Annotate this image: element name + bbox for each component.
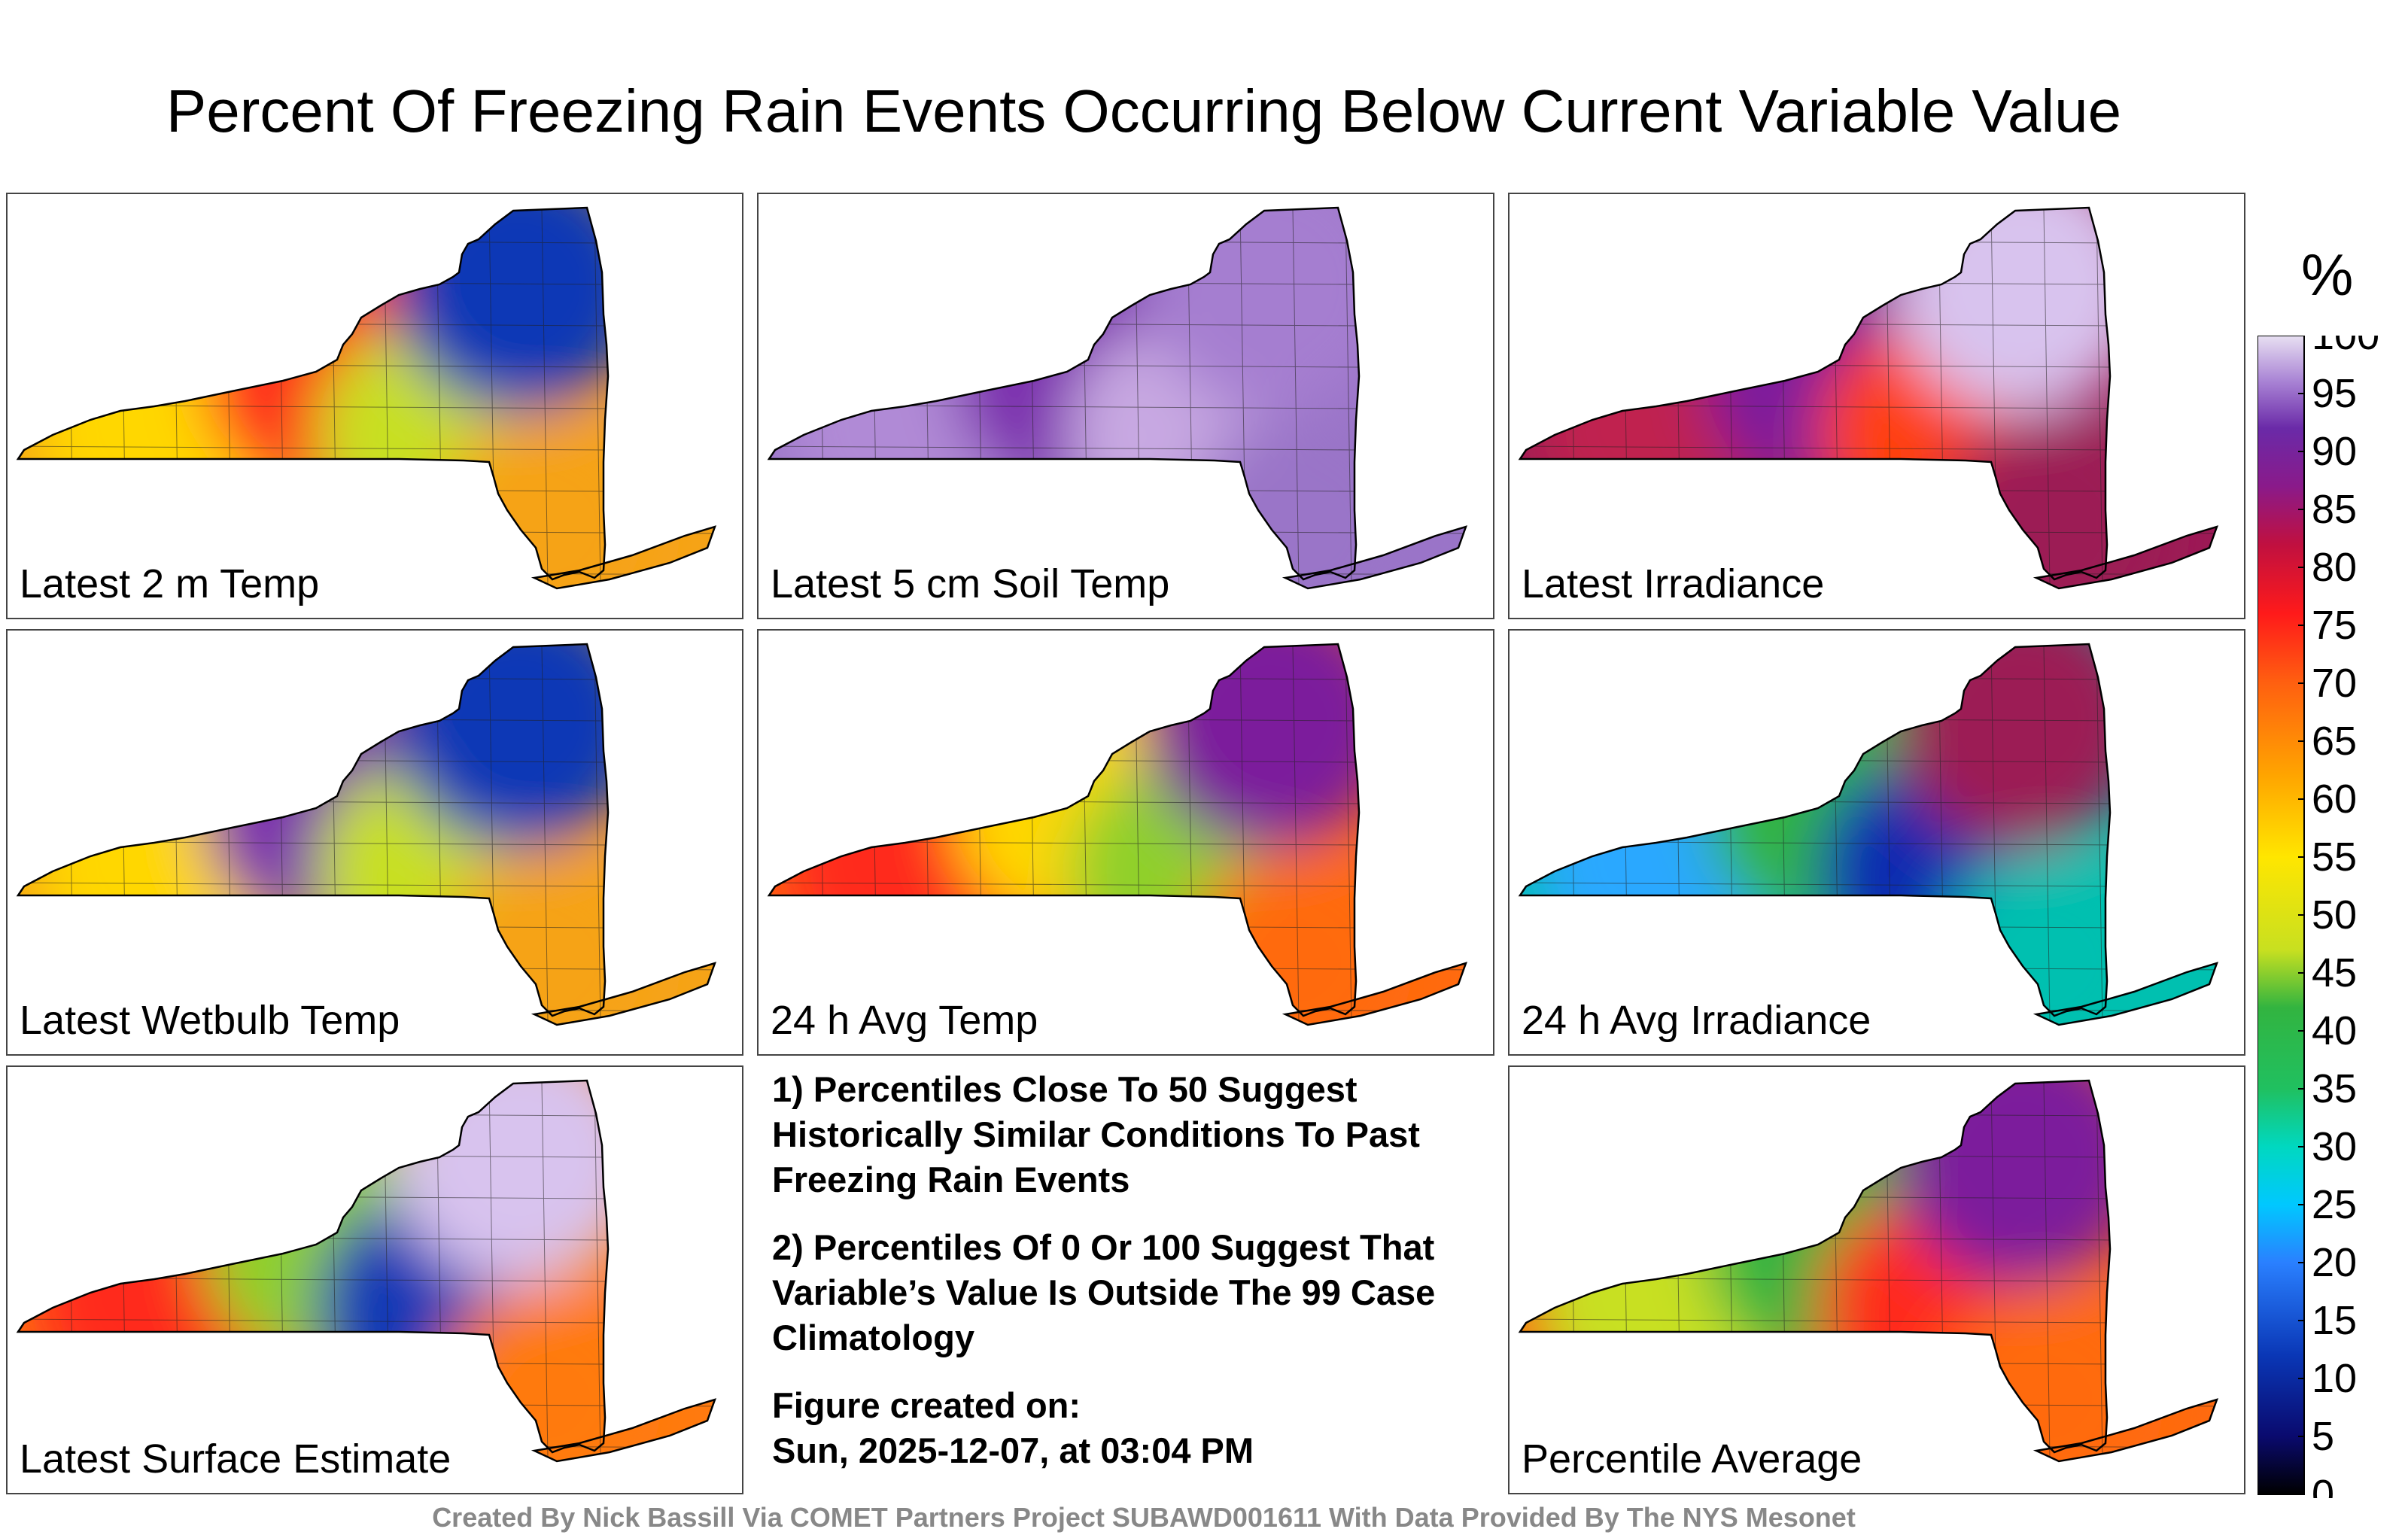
- colorbar-graphic: 0 5 10 15 20 25 30 35 40 45 50 55 60 65 70 75 80 85 90 95 10…: [2257, 313, 2379, 1517]
- panel-label: Latest 5 cm Soil Temp: [771, 561, 1170, 606]
- colorbar-tick-label: 90: [2312, 429, 2357, 474]
- panel-percentile-average: Percentile Average: [1508, 1065, 2245, 1494]
- note-created-date: Sun, 2025-12-07, at 03:04 PM: [772, 1430, 1254, 1470]
- panel-24h-avg-temp: 24 h Avg Temp: [757, 629, 1494, 1056]
- panel-label: Latest Irradiance: [1522, 561, 1825, 606]
- credit-line: Created By Nick Bassill Via COMET Partne…: [432, 1502, 1856, 1533]
- colorbar-tick-label: 55: [2312, 834, 2357, 880]
- colorbar-tick-label: 50: [2312, 892, 2357, 938]
- panel-label: 24 h Avg Irradiance: [1522, 998, 1871, 1043]
- state-map: [1518, 206, 2219, 590]
- notes-block: 1) Percentiles Close To 50 Suggest Histo…: [772, 1067, 1449, 1473]
- colorbar-tick-label: 45: [2312, 950, 2357, 995]
- colorbar-tick-label: 25: [2312, 1182, 2357, 1227]
- state-map: [1518, 1079, 2219, 1463]
- colorbar-tick-label: 40: [2312, 1008, 2357, 1053]
- state-map: [1518, 643, 2219, 1026]
- state-map: [16, 643, 717, 1026]
- panel-latest-wetbulb-temp: Latest Wetbulb Temp: [6, 629, 743, 1056]
- state-map: [16, 206, 717, 590]
- colorbar-tick-label: 100: [2312, 336, 2379, 358]
- panel-label: 24 h Avg Temp: [771, 998, 1038, 1043]
- note-2: 2) Percentiles Of 0 Or 100 Suggest That …: [772, 1227, 1436, 1357]
- state-map: [767, 643, 1468, 1026]
- colorbar-unit: %: [2301, 242, 2354, 308]
- colorbar-tick-label: 20: [2312, 1240, 2357, 1285]
- panel-label: Latest 2 m Temp: [20, 561, 320, 606]
- colorbar-tick-label: 80: [2312, 545, 2357, 590]
- panel-latest-surface-estimate: Latest Surface Estimate: [6, 1065, 743, 1494]
- panel-latest-2m-temp: Latest 2 m Temp: [6, 193, 743, 619]
- panel-latest-irradiance: Latest Irradiance: [1508, 193, 2245, 619]
- colorbar-tick-label: 35: [2312, 1066, 2357, 1111]
- panel-label: Latest Surface Estimate: [20, 1436, 451, 1482]
- state-map: [16, 1079, 717, 1463]
- colorbar-tick-label: 65: [2312, 719, 2357, 764]
- panel-label: Percentile Average: [1522, 1436, 1862, 1482]
- colorbar-tick-label: 15: [2312, 1298, 2357, 1343]
- colorbar-tick-label: 5: [2312, 1414, 2334, 1459]
- state-map: [767, 206, 1468, 590]
- panel-label: Latest Wetbulb Temp: [20, 998, 400, 1043]
- figure-title: Percent Of Freezing Rain Events Occurrin…: [166, 78, 2122, 144]
- panel-24h-avg-irradiance: 24 h Avg Irradiance: [1508, 629, 2245, 1056]
- colorbar-tick-label: 60: [2312, 777, 2357, 822]
- colorbar-tick-label: 0: [2312, 1472, 2334, 1498]
- colorbar-tick-label: 75: [2312, 603, 2357, 648]
- colorbar-tick-label: 10: [2312, 1356, 2357, 1401]
- colorbar-tick-label: 70: [2312, 661, 2357, 706]
- colorbar: 0 5 10 15 20 25 30 35 40 45 50 55 60 65 70 75 80 85 90 95 10…: [2257, 313, 2393, 1517]
- panel-latest-5cm-soil-temp: Latest 5 cm Soil Temp: [757, 193, 1494, 619]
- note-1: 1) Percentiles Close To 50 Suggest Histo…: [772, 1069, 1420, 1199]
- colorbar-tick-label: 30: [2312, 1124, 2357, 1169]
- colorbar-tick-label: 85: [2312, 487, 2357, 532]
- note-created-label: Figure created on:: [772, 1385, 1081, 1425]
- colorbar-tick-label: 95: [2312, 371, 2357, 416]
